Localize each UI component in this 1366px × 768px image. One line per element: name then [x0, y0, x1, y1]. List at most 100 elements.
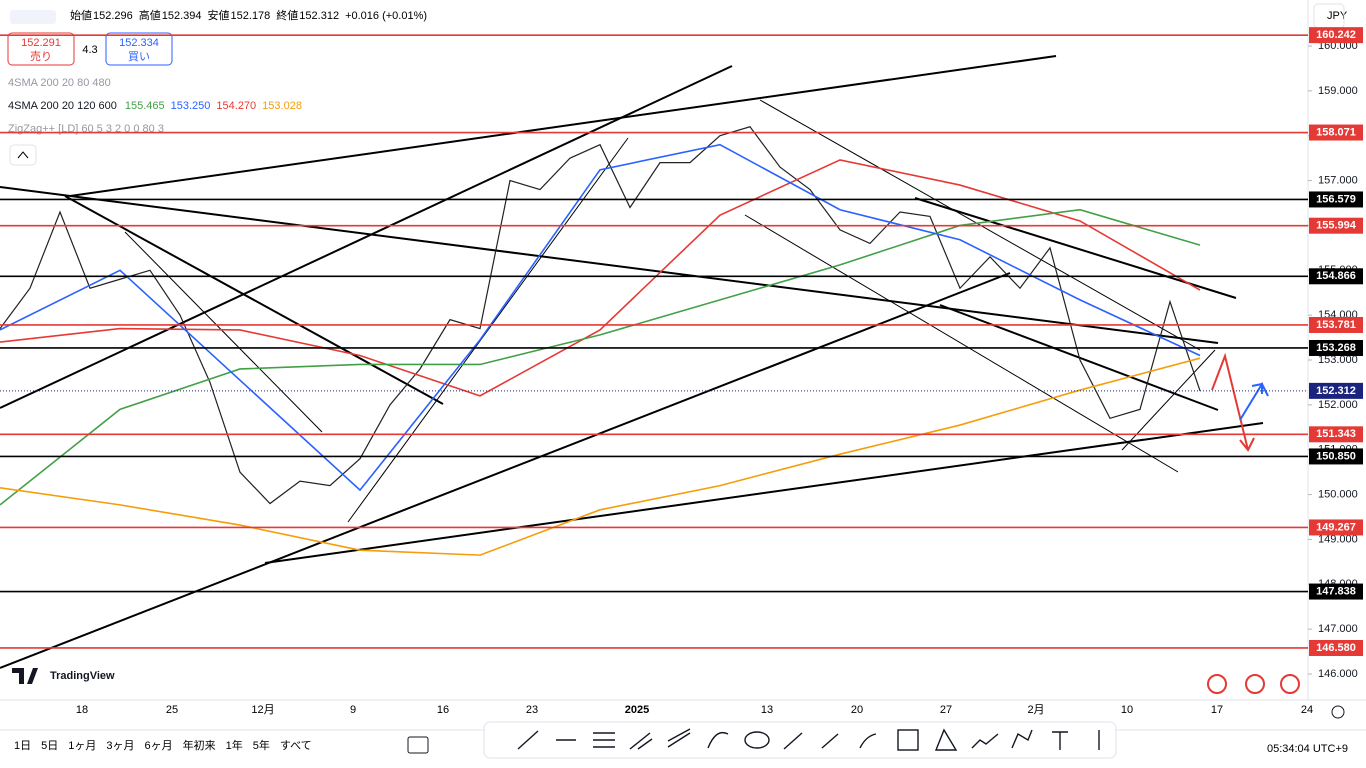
level-label: 147.838	[1316, 585, 1356, 597]
level-label: 155.994	[1316, 220, 1357, 232]
indicator-name: 4SMA 200 20 120 600	[8, 100, 117, 112]
range-button[interactable]: 1ヶ月	[68, 740, 96, 752]
drawing-toolbar	[483, 721, 1117, 759]
price-tick-label: 150.000	[1318, 488, 1358, 500]
level-label: 154.866	[1316, 270, 1356, 282]
clock: 05:34:04 UTC+9	[1267, 743, 1348, 755]
time-tick-label: 13	[761, 704, 773, 716]
level-label: 160.242	[1316, 29, 1356, 41]
price-tick-label: 149.000	[1318, 533, 1358, 545]
price-tick-label: 157.000	[1318, 174, 1358, 186]
range-button[interactable]: 5年	[253, 738, 270, 752]
price-axis	[1308, 0, 1366, 730]
price-tick-label: 152.000	[1318, 399, 1358, 411]
ohlc-label: 高値	[139, 8, 161, 22]
series-sma-green	[0, 208, 1201, 506]
spread: 4.3	[82, 44, 97, 56]
ohlc-value: 152.394	[162, 10, 202, 22]
range-button[interactable]: 1年	[226, 738, 243, 752]
time-tick-label: 18	[76, 704, 88, 716]
ohlc-value: 152.178	[231, 10, 271, 22]
buy-label[interactable]: 買い	[128, 50, 150, 63]
settings-icon[interactable]	[1331, 705, 1345, 719]
time-tick-label: 16	[437, 704, 449, 716]
symbol-icon[interactable]	[10, 10, 56, 24]
level-box	[1309, 583, 1363, 600]
level-box	[1309, 426, 1363, 443]
level-box	[1309, 124, 1363, 141]
series-sma-blue	[0, 143, 1201, 492]
drawing-tools[interactable]	[517, 728, 1100, 751]
level-box	[1309, 448, 1363, 465]
price-tick-label: 146.000	[1318, 668, 1358, 680]
level-label: 151.343	[1316, 428, 1356, 440]
series-price	[0, 126, 1201, 505]
range-button[interactable]: すべて	[280, 739, 312, 752]
logo-icon	[12, 668, 38, 684]
time-tick-label: 9	[350, 704, 356, 716]
ohlc-value: 152.312	[299, 10, 339, 22]
level-box	[1309, 217, 1363, 234]
trend-lines	[0, 55, 1264, 669]
level-label: 153.781	[1316, 319, 1356, 331]
level-box	[1309, 268, 1363, 285]
buy-price[interactable]: 152.334	[119, 37, 159, 49]
level-label: 156.579	[1316, 193, 1356, 205]
series-sma-red	[0, 159, 1201, 397]
range-button[interactable]: 1日	[14, 740, 31, 752]
series-sma-orange	[0, 357, 1201, 556]
level-label: 149.267	[1316, 521, 1356, 533]
range-button[interactable]: 3ヶ月	[106, 740, 134, 752]
range-button[interactable]: 6ヶ月	[145, 740, 173, 752]
time-tick-label: 25	[166, 704, 178, 716]
compare-icon[interactable]	[407, 736, 429, 754]
ohlc-label: 始値	[70, 8, 92, 22]
collapse-icon	[17, 151, 29, 159]
time-tick-label: 27	[940, 704, 952, 716]
level-box	[1309, 27, 1363, 44]
projection-arrows	[1211, 352, 1269, 452]
level-label: 158.071	[1316, 126, 1356, 138]
level-box	[1309, 339, 1363, 356]
bottom-icons	[10, 10, 1345, 754]
time-tick-label: 2025	[625, 704, 649, 716]
time-tick-label: 24	[1301, 704, 1313, 716]
time-tick-label: 12月	[251, 704, 274, 716]
indicator-value: 153.250	[171, 100, 211, 112]
sell-price[interactable]: 152.291	[21, 37, 61, 49]
event-icon[interactable]	[1280, 674, 1300, 694]
change: +0.016 (+0.01%)	[345, 10, 427, 22]
level-box	[1309, 639, 1363, 656]
price-tick-label: 153.000	[1318, 354, 1358, 366]
event-icon[interactable]	[1207, 674, 1227, 694]
time-tick-label: 17	[1211, 704, 1223, 716]
indicator-value: 155.465	[125, 100, 165, 112]
collapse-button[interactable]	[9, 144, 37, 166]
range-button[interactable]: 年初来	[183, 738, 216, 752]
last-price-box	[1309, 382, 1363, 399]
indicator-value: 154.270	[216, 100, 256, 112]
indicator-name: 4SMA 200 20 80 480	[8, 77, 111, 89]
level-box	[1309, 519, 1363, 536]
level-label: 146.580	[1316, 642, 1356, 654]
indicator-value: 153.028	[262, 100, 302, 112]
level-label: 150.850	[1316, 450, 1356, 462]
level-box	[1309, 191, 1363, 208]
sell-label[interactable]: 売り	[30, 50, 52, 63]
time-tick-label: 20	[851, 704, 863, 716]
plot	[0, 55, 1269, 669]
last-price-label: 152.312	[1316, 385, 1356, 397]
ohlc-label: 終値	[276, 8, 298, 22]
time-tick-label: 23	[526, 704, 538, 716]
currency[interactable]: JPY	[1327, 10, 1348, 22]
price-tick-label: 159.000	[1318, 85, 1358, 97]
logo: TradingView	[50, 670, 115, 682]
time-tick-label: 10	[1121, 704, 1133, 716]
sell-buy[interactable]: 152.291 売り 4.3 152.334 買い	[7, 32, 173, 66]
range-button[interactable]: 5日	[41, 740, 58, 752]
ohlc-value: 152.296	[93, 10, 133, 22]
ohlc-label: 安値	[208, 8, 230, 22]
event-icon[interactable]	[1245, 674, 1265, 694]
level-label: 153.268	[1316, 342, 1356, 354]
